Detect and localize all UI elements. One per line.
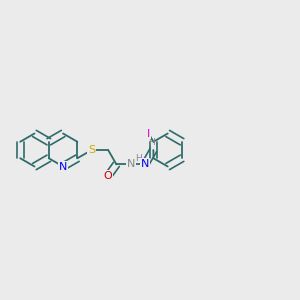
- Text: N: N: [141, 159, 149, 170]
- Text: O: O: [104, 171, 112, 181]
- Text: N: N: [127, 159, 135, 170]
- Text: H: H: [148, 138, 155, 147]
- Text: I: I: [147, 128, 150, 139]
- Text: N: N: [59, 161, 67, 172]
- Text: S: S: [88, 145, 95, 155]
- Text: H: H: [135, 154, 142, 164]
